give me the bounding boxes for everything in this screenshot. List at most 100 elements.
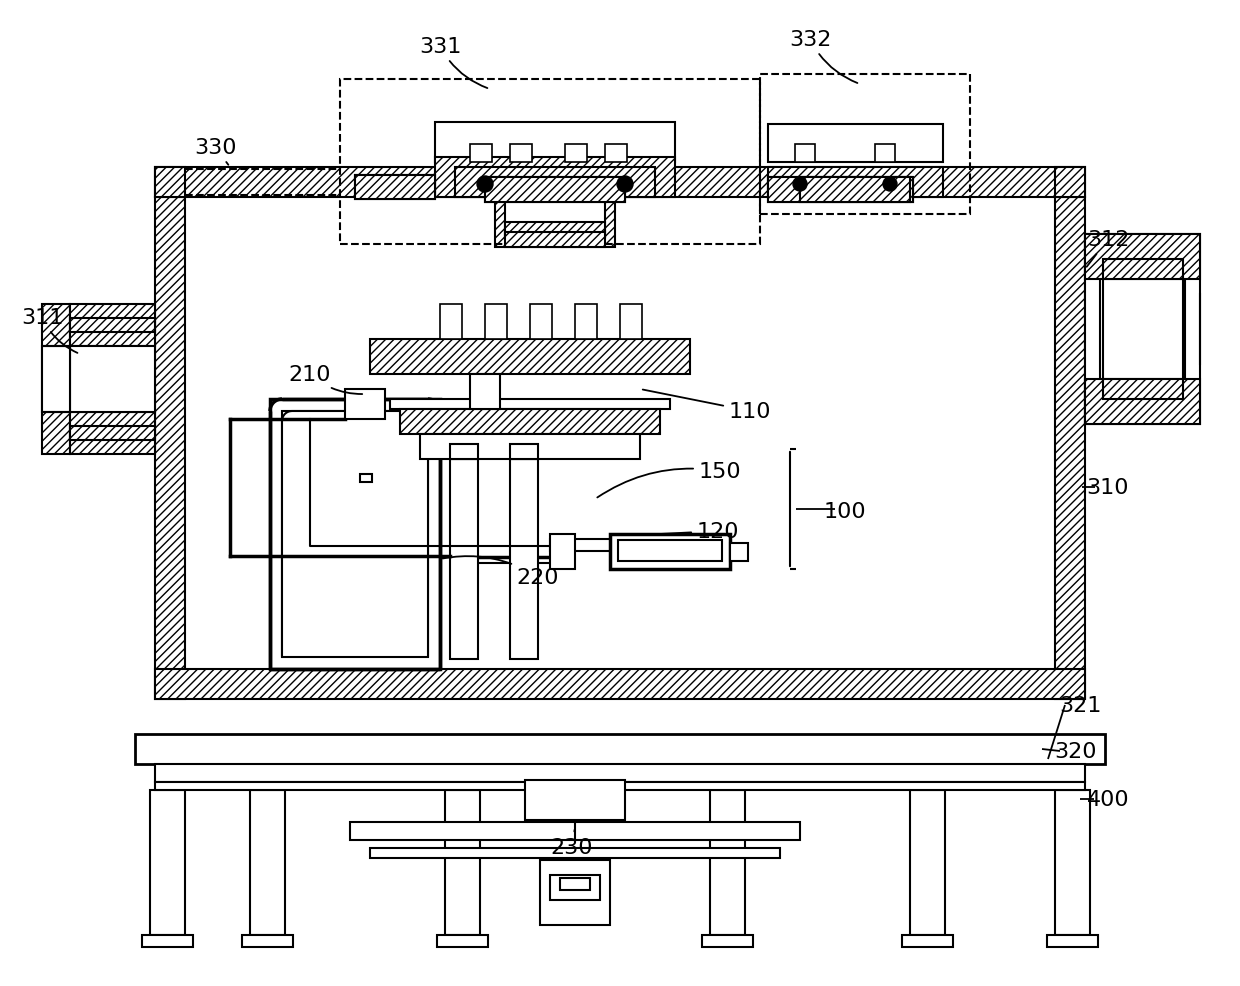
- Bar: [529, 305, 552, 339]
- Bar: [143, 935, 193, 947]
- Bar: [485, 177, 625, 203]
- Bar: [270, 399, 440, 669]
- Bar: [155, 764, 1085, 782]
- Text: 230: 230: [551, 830, 593, 857]
- Bar: [495, 198, 615, 247]
- Bar: [551, 876, 600, 900]
- Bar: [768, 177, 913, 203]
- Bar: [875, 145, 895, 163]
- Circle shape: [477, 176, 494, 193]
- Text: 220: 220: [443, 556, 559, 588]
- Bar: [69, 412, 155, 455]
- Bar: [800, 177, 910, 203]
- Bar: [901, 935, 954, 947]
- Bar: [605, 145, 627, 163]
- Bar: [155, 669, 1085, 699]
- Bar: [510, 445, 538, 459]
- Text: 331: 331: [419, 36, 487, 89]
- Bar: [618, 540, 722, 561]
- Bar: [445, 790, 480, 935]
- Bar: [470, 145, 492, 163]
- Bar: [440, 305, 463, 339]
- Bar: [525, 780, 625, 820]
- Bar: [345, 389, 384, 420]
- Bar: [485, 305, 507, 339]
- Bar: [702, 935, 753, 947]
- Circle shape: [883, 177, 897, 192]
- Bar: [435, 158, 675, 198]
- Bar: [340, 80, 760, 245]
- Bar: [150, 790, 185, 935]
- Bar: [155, 782, 1085, 790]
- Bar: [242, 935, 293, 947]
- Text: 210: 210: [289, 365, 362, 394]
- Bar: [420, 435, 640, 459]
- Bar: [1055, 198, 1085, 699]
- Bar: [69, 427, 155, 441]
- Bar: [42, 305, 69, 455]
- Bar: [1104, 280, 1183, 380]
- Bar: [551, 539, 720, 551]
- Bar: [910, 790, 945, 935]
- Bar: [470, 375, 500, 409]
- Text: 312: 312: [1086, 230, 1130, 267]
- Bar: [539, 860, 610, 925]
- Bar: [360, 474, 372, 482]
- Bar: [350, 822, 800, 840]
- Bar: [455, 168, 655, 198]
- Text: 400: 400: [1086, 789, 1130, 810]
- Bar: [768, 125, 942, 163]
- Bar: [510, 145, 532, 163]
- Bar: [620, 305, 642, 339]
- Text: 321: 321: [1059, 695, 1101, 715]
- Bar: [370, 848, 780, 858]
- Bar: [185, 198, 1055, 669]
- Bar: [391, 399, 670, 409]
- Bar: [1055, 790, 1090, 935]
- Bar: [1085, 380, 1200, 425]
- Bar: [760, 75, 970, 215]
- Bar: [355, 176, 435, 200]
- Bar: [69, 318, 155, 332]
- Bar: [768, 177, 913, 203]
- Bar: [401, 409, 660, 435]
- Bar: [610, 534, 730, 570]
- Bar: [505, 223, 605, 238]
- Text: 120: 120: [642, 522, 739, 541]
- Text: 311: 311: [21, 308, 77, 354]
- Bar: [450, 445, 477, 459]
- Bar: [69, 347, 155, 412]
- Bar: [155, 198, 185, 699]
- Bar: [42, 347, 69, 412]
- Text: 320: 320: [1054, 741, 1096, 761]
- Bar: [505, 193, 605, 238]
- Text: 100: 100: [823, 502, 867, 522]
- Text: 150: 150: [598, 461, 742, 498]
- Bar: [730, 543, 748, 561]
- Bar: [1104, 259, 1183, 280]
- Bar: [355, 176, 435, 200]
- Bar: [450, 459, 477, 660]
- Bar: [155, 168, 1085, 198]
- Bar: [436, 935, 489, 947]
- Bar: [281, 411, 428, 658]
- Bar: [485, 177, 625, 203]
- Bar: [435, 123, 675, 163]
- Bar: [510, 459, 538, 660]
- Bar: [135, 735, 1105, 764]
- Bar: [1055, 168, 1085, 198]
- Bar: [69, 305, 155, 347]
- Bar: [155, 168, 185, 198]
- Bar: [795, 145, 815, 163]
- Bar: [1104, 380, 1183, 399]
- Circle shape: [794, 177, 807, 192]
- Bar: [711, 790, 745, 935]
- Text: 110: 110: [642, 390, 771, 422]
- Bar: [551, 534, 575, 570]
- Bar: [1085, 235, 1200, 280]
- Bar: [768, 168, 942, 198]
- Bar: [1047, 935, 1097, 947]
- Text: 310: 310: [1086, 477, 1130, 498]
- Bar: [1085, 235, 1200, 425]
- Text: 330: 330: [193, 138, 237, 166]
